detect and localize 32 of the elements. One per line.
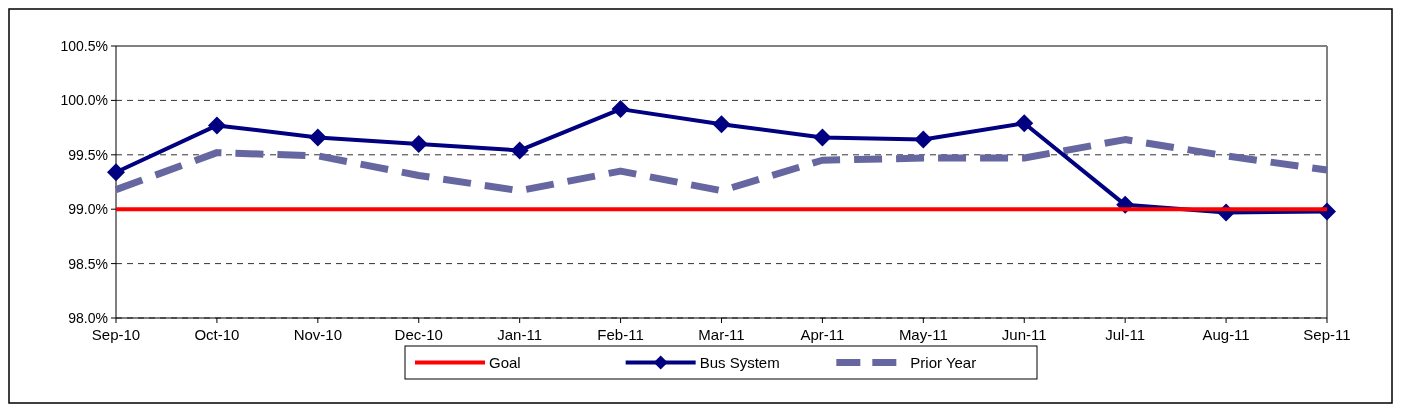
x-tick-label: Sep-11 bbox=[1303, 326, 1351, 343]
legend-label: Bus System bbox=[699, 353, 780, 371]
y-tick-label: 100.0% bbox=[60, 92, 108, 109]
x-tick-label: Feb-11 bbox=[597, 326, 644, 343]
x-tick-label: Dec-10 bbox=[394, 326, 443, 343]
point bbox=[409, 134, 428, 153]
y-tick-label: 99.0% bbox=[68, 201, 108, 218]
y-tick-label: 98.0% bbox=[68, 309, 108, 326]
y-tick-label: 100.5% bbox=[60, 37, 108, 54]
point bbox=[207, 116, 226, 135]
x-tick-label: May-11 bbox=[898, 326, 948, 343]
point bbox=[813, 128, 832, 147]
point bbox=[308, 128, 327, 147]
point bbox=[611, 100, 630, 119]
x-tick-label: Jun-11 bbox=[1001, 326, 1047, 343]
point bbox=[107, 163, 125, 182]
x-tick-label: Oct-10 bbox=[194, 326, 240, 343]
point bbox=[914, 130, 933, 149]
point bbox=[510, 141, 529, 160]
x-tick-label: Apr-11 bbox=[800, 326, 845, 343]
legend-label: Prior Year bbox=[910, 353, 977, 371]
x-tick-label: Sep-10 bbox=[91, 326, 141, 343]
x-tick-label: Nov-10 bbox=[293, 326, 343, 343]
legend-label: Goal bbox=[489, 353, 521, 371]
x-tick-label: Jan-11 bbox=[497, 326, 543, 343]
y-tick-label: 98.5% bbox=[68, 255, 108, 272]
x-tick-label: Jul-11 bbox=[1105, 326, 1146, 343]
x-tick-label: Aug-11 bbox=[1202, 326, 1250, 343]
point bbox=[1015, 114, 1034, 133]
y-tick-label: 99.5% bbox=[68, 146, 108, 163]
x-tick-label: Mar-11 bbox=[698, 326, 745, 343]
point bbox=[712, 115, 731, 134]
